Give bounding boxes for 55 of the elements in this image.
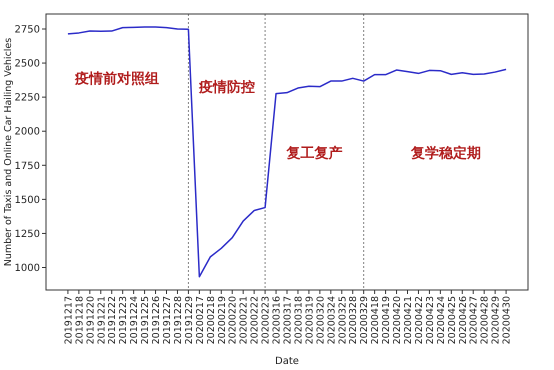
x-tick-label: 20191223	[118, 296, 130, 344]
x-tick-label: 20200220	[228, 296, 239, 344]
x-tick-label: 20200421	[403, 296, 414, 344]
x-tick-label: 20191222	[107, 296, 118, 344]
annotation: 疫情前对照组	[74, 70, 160, 86]
x-tick-label: 20200420	[392, 296, 404, 344]
x-tick-label: 20200325	[337, 296, 348, 344]
y-tick-label: 1500	[14, 194, 40, 206]
x-tick-label: 20200418	[370, 296, 382, 344]
x-tick-label: 20191220	[85, 296, 96, 344]
y-tick-label: 2000	[14, 126, 40, 138]
x-tick-label: 20191226	[151, 296, 162, 344]
x-tick-label: 20200426	[458, 296, 469, 344]
x-tick-label: 20200223	[260, 296, 272, 344]
annotation: 复工复产	[285, 144, 342, 161]
x-tick-label: 20200316	[272, 296, 283, 344]
x-tick-label: 20200318	[293, 296, 304, 344]
annotation: 疫情防控	[198, 78, 255, 94]
x-tick-label: 20200422	[414, 296, 425, 344]
x-tick-label: 20200217	[194, 296, 206, 344]
x-tick-label: 20200319	[304, 296, 316, 344]
x-tick-label: 20191228	[172, 296, 184, 344]
x-tick-label: 20200320	[315, 296, 326, 344]
x-tick-label: 20191218	[74, 296, 86, 344]
y-tick-label: 1000	[14, 263, 40, 274]
y-tick-label: 2750	[14, 24, 40, 36]
x-tick-label: 20200419	[381, 296, 392, 344]
x-tick-label: 20191229	[184, 296, 195, 344]
annotation: 复学稳定期	[410, 144, 481, 161]
y-tick-label: 2500	[14, 58, 40, 70]
x-tick-label: 20200425	[446, 296, 458, 344]
y-tick-label: 2250	[14, 92, 40, 104]
x-tick-label: 20200328	[348, 296, 360, 344]
y-tick-label: 1250	[14, 228, 40, 240]
x-tick-label: 20200317	[282, 296, 294, 344]
x-tick-label: 20200427	[468, 296, 480, 344]
x-tick-label: 20200219	[216, 296, 228, 344]
x-tick-label: 20191227	[162, 296, 173, 344]
x-tick-label: 20200221	[238, 296, 250, 344]
x-tick-label: 20200218	[206, 296, 217, 344]
x-tick-label: 20200430	[502, 296, 513, 344]
x-tick-label: 20191225	[140, 296, 152, 344]
x-tick-label: 20200324	[326, 296, 338, 344]
x-tick-label: 20191217	[63, 296, 74, 344]
y-axis-title: Number of Taxis and Online Car Hailing Vehicles	[3, 38, 14, 266]
x-tick-label: 20200428	[480, 296, 491, 344]
x-axis-title: Date	[275, 356, 299, 367]
y-tick-label: 1750	[14, 160, 40, 172]
x-tick-label: 20191221	[96, 296, 108, 344]
x-tick-label: 20200423	[424, 296, 436, 344]
x-tick-label: 20191224	[129, 296, 140, 344]
x-tick-label: 20200329	[359, 296, 370, 344]
x-tick-label: 20200222	[250, 296, 261, 344]
x-tick-label: 20200424	[436, 296, 447, 344]
x-tick-label: 20200429	[490, 296, 502, 344]
